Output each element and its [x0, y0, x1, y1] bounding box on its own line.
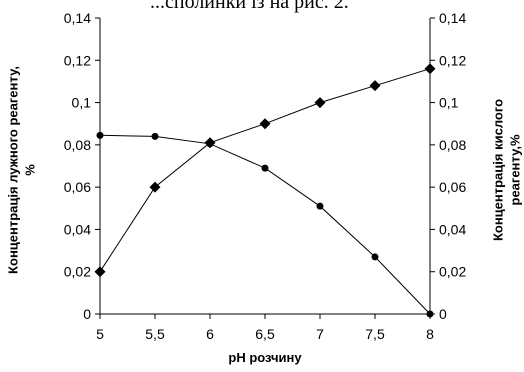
- diamond-marker: [259, 118, 271, 130]
- y-axis-right-label: Концентрація кислого реагенту,%: [490, 99, 522, 241]
- series-markers: [94, 63, 436, 318]
- x-tick-label: 5,5: [145, 326, 165, 342]
- y-tick-label-left: 0,06: [64, 179, 91, 195]
- circle-marker: [371, 253, 379, 261]
- y-tick-label-right: 0,12: [439, 52, 466, 68]
- diamond-marker: [369, 80, 381, 92]
- tick-labels: 0 0 0,02 0,02 0,04 0,04 0,06 0,06 0,08 0,08 0,1 0,1…: [64, 10, 467, 342]
- diamond-marker: [314, 97, 326, 109]
- y-tick-label-left: 0,1: [72, 95, 92, 111]
- y-tick-label-left: 0,04: [64, 221, 91, 237]
- x-tick-label: 6,5: [255, 326, 275, 342]
- y-tick-label-left: 0,02: [64, 264, 91, 280]
- x-tick-label: 8: [426, 326, 434, 342]
- y-axis-left-label: Концентрація лужного реагенту,%: [5, 66, 37, 274]
- circle-marker: [151, 132, 159, 140]
- diamond-marker: [149, 181, 161, 193]
- circle-marker: [206, 140, 214, 148]
- x-tick-label: 5: [96, 326, 104, 342]
- circle-marker: [96, 131, 104, 139]
- circle-marker: [426, 310, 434, 318]
- x-axis-label: pH розчину: [228, 350, 302, 365]
- y-tick-label-right: 0,08: [439, 137, 466, 153]
- x-tick-label: 7: [316, 326, 324, 342]
- y-tick-label-right: 0,04: [439, 221, 466, 237]
- diamond-marker: [94, 266, 106, 278]
- diamond-marker: [424, 63, 436, 75]
- series-lines: [99, 68, 431, 315]
- circle-marker: [316, 202, 324, 210]
- y-tick-label-right: 0,02: [439, 264, 466, 280]
- y-tick-label-right: 0,14: [439, 10, 466, 26]
- y-tick-label-left: 0,12: [64, 52, 91, 68]
- circle-marker: [261, 164, 269, 172]
- chart-caption: ...сполинки із на рис. 2.: [150, 0, 349, 13]
- x-tick-label: 7,5: [365, 326, 385, 342]
- y-tick-label-left: 0: [83, 306, 91, 322]
- y-tick-label-right: 0,1: [439, 95, 459, 111]
- y-tick-label-right: 0,06: [439, 179, 466, 195]
- y-tick-label-right: 0: [439, 306, 447, 322]
- x-tick-label: 6: [206, 326, 214, 342]
- y-tick-label-left: 0,08: [64, 137, 91, 153]
- series-line-circle: [99, 134, 431, 315]
- y-tick-label-left: 0,14: [64, 10, 91, 26]
